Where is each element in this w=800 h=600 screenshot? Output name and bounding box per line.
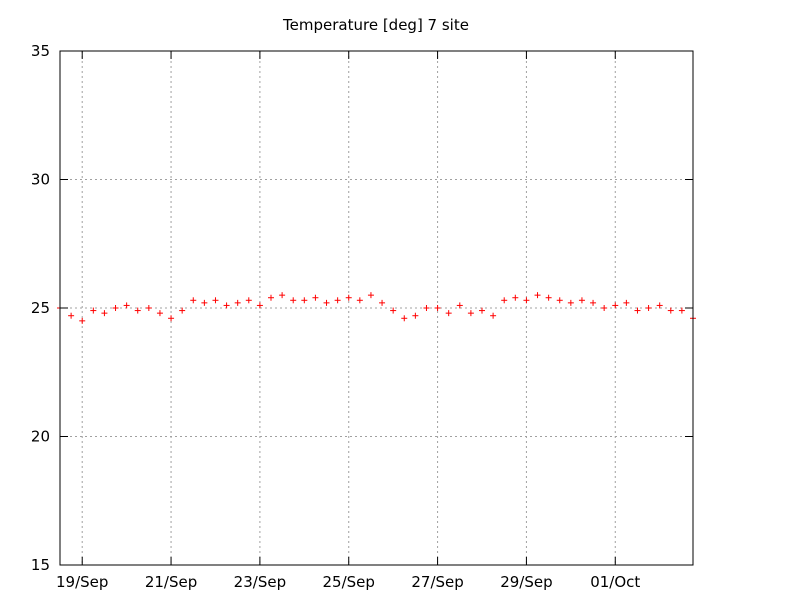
data-point xyxy=(567,299,574,306)
data-point xyxy=(656,302,663,309)
data-point xyxy=(623,299,630,306)
data-point xyxy=(479,307,485,314)
x-tick-label: 19/Sep xyxy=(56,573,108,591)
data-point xyxy=(523,297,530,304)
data-point xyxy=(501,297,508,304)
data-point xyxy=(412,312,419,319)
data-point xyxy=(490,312,497,319)
data-point xyxy=(145,305,152,311)
y-tick-label: 20 xyxy=(31,428,50,446)
data-point xyxy=(467,310,474,317)
chart-title: Temperature [deg] 7 site xyxy=(282,16,469,34)
data-point xyxy=(434,305,441,311)
data-point xyxy=(456,302,463,309)
data-point xyxy=(545,294,552,301)
x-tick-label: 27/Sep xyxy=(411,573,463,591)
data-point xyxy=(168,315,175,322)
data-point xyxy=(256,302,263,309)
data-point xyxy=(323,299,330,306)
x-tick-label: 25/Sep xyxy=(323,573,375,591)
x-tick-label: 01/Oct xyxy=(590,573,640,591)
y-tick-label: 35 xyxy=(31,42,50,60)
y-tick-label: 30 xyxy=(31,171,50,189)
data-point xyxy=(590,299,597,306)
data-point xyxy=(345,294,352,301)
data-point xyxy=(234,299,241,306)
data-point xyxy=(390,307,397,314)
data-point xyxy=(612,302,619,309)
data-point xyxy=(101,310,108,317)
x-tick-label: 21/Sep xyxy=(145,573,197,591)
data-point xyxy=(112,305,119,311)
data-point xyxy=(601,305,608,311)
data-point xyxy=(367,292,374,299)
data-point xyxy=(245,297,252,304)
data-point xyxy=(556,297,563,304)
y-tick-label: 25 xyxy=(31,299,50,317)
data-point xyxy=(423,305,430,311)
data-point xyxy=(512,294,519,301)
data-point xyxy=(68,312,75,319)
data-point xyxy=(279,292,286,299)
data-point xyxy=(201,299,208,306)
data-point xyxy=(678,307,685,314)
data-point xyxy=(634,307,641,314)
x-tick-label: 29/Sep xyxy=(500,573,552,591)
data-point xyxy=(90,307,97,314)
data-point xyxy=(401,315,408,322)
data-point xyxy=(156,310,163,317)
data-point xyxy=(312,294,319,301)
data-point xyxy=(268,294,274,301)
data-point xyxy=(79,317,86,324)
data-point xyxy=(645,305,652,311)
y-tick-label: 15 xyxy=(31,556,50,574)
data-point xyxy=(578,297,585,304)
data-point xyxy=(379,299,386,306)
data-point xyxy=(534,292,541,299)
data-point xyxy=(356,297,363,304)
data-point xyxy=(667,307,674,314)
data-point xyxy=(301,297,308,304)
data-point xyxy=(123,302,130,309)
data-point xyxy=(334,297,341,304)
data-point xyxy=(223,302,230,309)
data-point xyxy=(212,297,219,304)
axis-ticks: 15 20 25 30 35 19/Sep 21/Sep 23/Sep 25/Sep 27/Sep… xyxy=(31,42,693,591)
data-point xyxy=(190,297,197,304)
data-point xyxy=(445,310,452,317)
data-point xyxy=(134,307,141,314)
data-points xyxy=(57,292,696,324)
data-point xyxy=(179,307,186,314)
x-tick-label: 23/Sep xyxy=(234,573,286,591)
data-point xyxy=(290,297,297,304)
